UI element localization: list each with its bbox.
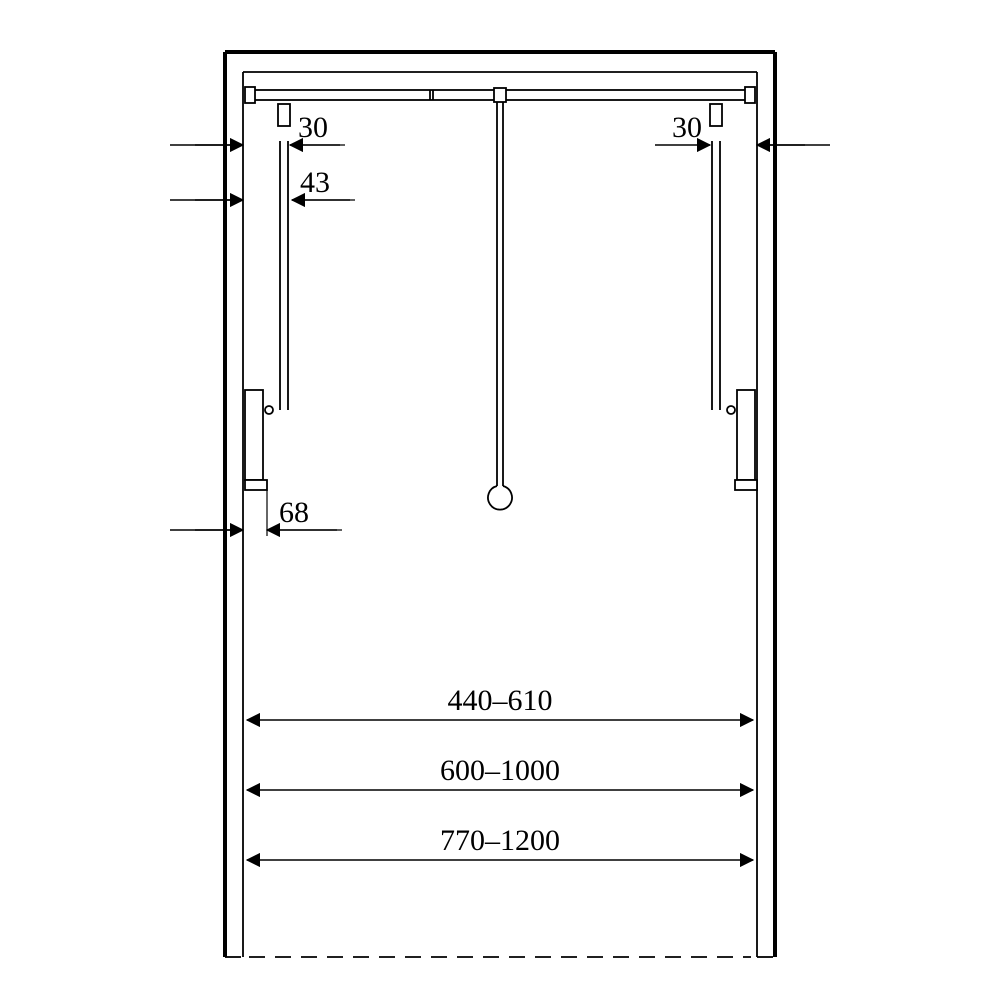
- label-68: 68: [279, 496, 309, 529]
- dim-width-2: 600–1000: [247, 754, 753, 790]
- dim-width-2-label: 600–1000: [440, 754, 560, 787]
- dim-width-1-label: 440–610: [448, 684, 553, 717]
- center-pull-rod: [488, 88, 512, 510]
- dim-width-1: 440–610: [247, 684, 753, 720]
- dim-width-3-label: 770–1200: [440, 824, 560, 857]
- label-30-left: 30: [298, 111, 328, 144]
- dim-68: [170, 490, 342, 536]
- side-piston-left: [245, 104, 290, 490]
- label-30-right: 30: [672, 111, 702, 144]
- label-43: 43: [300, 166, 330, 199]
- side-piston-right: [710, 104, 757, 490]
- dim-width-3: 770–1200: [247, 824, 753, 860]
- technical-drawing: 440–610 600–1000 770–1200 30 30 43 68: [0, 0, 1000, 1000]
